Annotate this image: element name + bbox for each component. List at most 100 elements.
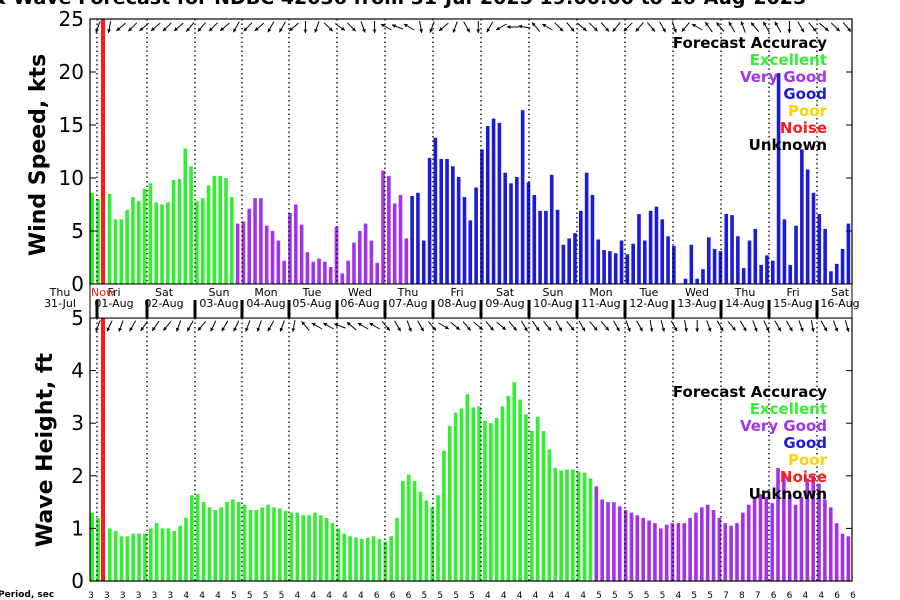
wave-arrow-head [279,327,284,332]
wave-bar [289,512,294,581]
wave-bar [752,496,757,581]
wind-arrow-head [128,27,133,32]
wind-bar [392,203,397,284]
wind-direction-arrow [150,22,161,32]
date-label: 09-Aug [485,297,524,310]
wind-bar [805,169,810,284]
wave-arrow-head [649,328,654,332]
wave-arrow-head [432,326,436,331]
wind-bar [160,204,164,284]
day-name-label: Sat [496,286,515,299]
date-axis: Thu31-JulFri01-AugSat02-AugSun03-AugMon0… [44,283,860,319]
wind-arrow-head [233,28,237,33]
wave-legend-item: Good [783,434,827,452]
wind-arrow-head [139,27,144,31]
wave-bar [283,511,288,581]
wave-bar [107,528,112,581]
wave-bar [729,525,733,581]
wave-bar [436,495,440,581]
wave-bar [195,494,200,581]
wind-bar [538,210,542,284]
wind-bar [736,236,740,284]
wave-direction-arrow [140,320,148,332]
wind-arrow-head [466,28,470,33]
wave-arrow-head [800,327,804,332]
wind-direction-arrow [208,22,218,32]
wave-bar [395,517,399,581]
wave-bar [324,517,329,581]
wind-bar [829,271,833,284]
wind-arrow-head [476,29,481,33]
wave-arrow-head [176,327,180,332]
wave-bar [787,494,792,581]
wave-direction-arrow [369,322,380,330]
wave-arrow-head [245,327,249,332]
wave-direction-arrow [508,321,518,331]
wave-legend-title: Forecast Accuracy [673,383,827,401]
wave-bar [342,533,347,581]
wind-bar [520,110,525,284]
wave-bar [453,412,458,581]
wind-bar [177,179,182,284]
wave-arrow-head [719,327,724,332]
wind-direction-arrow [762,21,770,33]
wind-direction-arrow [452,21,458,33]
wind-bar [183,148,188,284]
wind-direction-arrow [95,21,101,33]
wave-arrow-head [444,325,449,329]
wave-direction-arrow [176,320,182,332]
wave-bar [565,469,569,581]
day-name-label: Tue [639,286,659,299]
wind-ytick-label: 5 [71,219,84,243]
wind-bar [328,267,333,284]
period-value: 5 [263,591,269,600]
period-value: 4 [676,591,682,600]
wind-direction-arrow [127,22,138,32]
wave-bar [823,499,827,581]
wind-bar [387,175,391,284]
wind-direction-arrow [243,22,253,32]
wind-bar [788,264,793,284]
date-label: 12-Aug [629,297,668,310]
wave-arrow-head [210,327,214,332]
wave-bar [658,528,663,581]
wind-arrow-head [289,27,294,31]
wind-direction-arrow [691,23,703,31]
wave-bar [389,536,393,581]
wind-arrow-head [532,22,536,27]
wave-bar [471,407,476,581]
wind-arrow-head [651,27,655,32]
period-value: 3 [136,591,142,600]
wave-direction-arrow [129,320,137,332]
wave-bar [236,502,241,581]
period-value: 5 [628,591,634,600]
period-value: 3 [152,591,158,600]
wave-bar [506,395,511,581]
wave-bar [412,481,417,581]
wind-bar [264,225,269,284]
wind-bar [794,225,798,284]
wind-legend-item: Unknown [749,136,827,154]
wind-bar [648,210,653,284]
wave-direction-arrow [670,320,678,332]
wave-ytick-label: 1 [71,516,84,540]
wind-bar [590,194,595,284]
wave-bar [277,508,282,581]
wind-direction-arrow [531,22,541,32]
wind-bar [544,210,548,284]
wind-bar [485,126,490,284]
wave-ytick-label: 3 [71,411,84,435]
wave-direction-arrow [256,320,262,332]
wind-direction-arrow [346,22,357,32]
wind-bar [567,238,571,284]
wind-bar [323,261,327,284]
wind-direction-arrow [288,22,299,32]
wind-direction-arrow [391,24,404,30]
wind-direction-arrow [116,22,126,32]
wave-direction-arrow [810,320,815,332]
wind-arrow-head [303,29,308,33]
wave-bar [354,537,358,581]
wave-direction-arrow [210,320,217,332]
wave-arrow-head [845,327,850,332]
wind-arrow-head [496,26,501,30]
